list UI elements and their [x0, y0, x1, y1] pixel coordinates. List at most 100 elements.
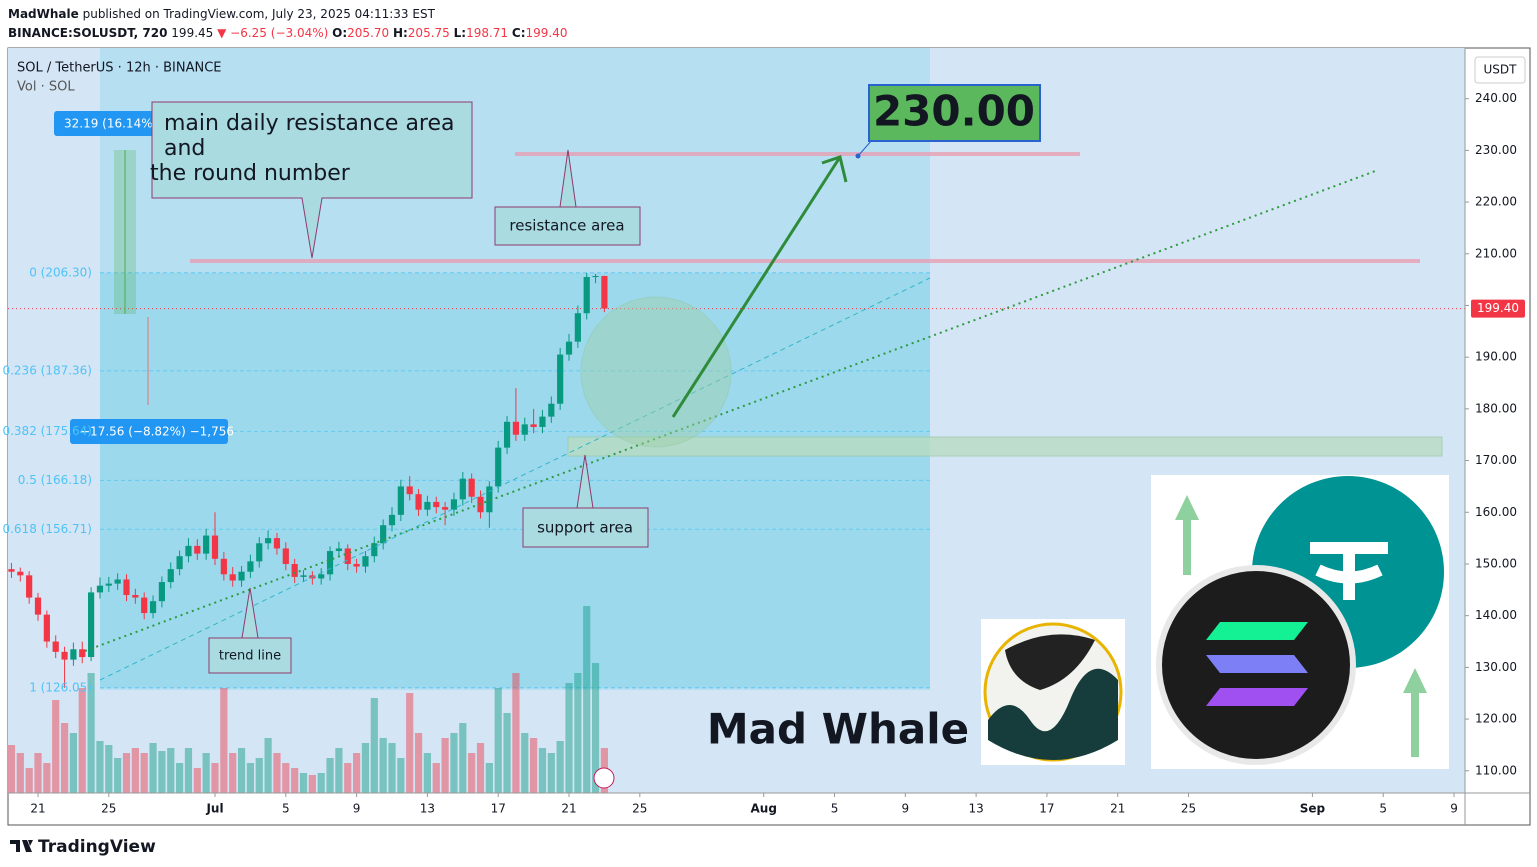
volume-bar	[335, 748, 343, 793]
volume-bar	[96, 741, 104, 793]
up-arrow	[1175, 495, 1199, 575]
volume-bar	[308, 775, 316, 793]
x-tick-label: 17	[491, 802, 506, 816]
ohlc-value: 205.70	[347, 26, 389, 40]
event-icon	[593, 767, 615, 789]
published: published on TradingView.com, July 23, 2…	[83, 7, 436, 21]
volume-bar	[326, 758, 334, 793]
target-link	[857, 139, 873, 157]
candle-body	[539, 416, 546, 427]
candle-body	[149, 601, 157, 614]
volume-bar	[140, 753, 148, 793]
x-tick-label: 25	[632, 802, 647, 816]
volume-bar	[167, 748, 175, 793]
symbol: BINANCE:SOLUSDT, 720	[8, 26, 167, 40]
solana-bar	[1206, 622, 1308, 640]
channel-line	[99, 277, 931, 681]
volume-bar	[503, 713, 511, 793]
ohlc-key: L:	[454, 26, 466, 40]
x-tick-label: 9	[901, 802, 909, 816]
footer-brand: TradingView	[38, 837, 156, 857]
candle-body	[265, 538, 272, 544]
volume-bar	[344, 763, 352, 793]
solana-bar	[1206, 655, 1308, 673]
candle-body	[114, 579, 121, 584]
candle-body	[406, 486, 413, 495]
y-tick-label: 170.00	[1475, 453, 1517, 467]
callout	[208, 587, 292, 674]
x-tick-label: Jul	[205, 802, 223, 816]
volume-bar	[52, 700, 60, 793]
x-tick-label: 5	[831, 802, 839, 816]
candle-body	[380, 525, 387, 544]
y-tick-label: 190.00	[1475, 350, 1517, 364]
volume-bar	[69, 733, 78, 793]
candle-body	[397, 486, 404, 515]
y-tick-label: 120.00	[1475, 712, 1517, 726]
candle-body	[256, 543, 263, 562]
ohlc-key: C:	[512, 26, 526, 40]
candle-body	[96, 585, 104, 593]
candle-body	[583, 277, 590, 314]
volume-bar	[361, 743, 370, 793]
candle-body	[415, 494, 422, 510]
candle-body	[503, 421, 511, 448]
candle-body	[194, 545, 201, 554]
volume-bar	[565, 683, 573, 793]
target-box	[868, 84, 1041, 142]
x-tick-label: 5	[282, 802, 290, 816]
measure-area	[114, 150, 136, 314]
up-arrow	[1403, 668, 1427, 757]
volume-bar	[16, 753, 24, 793]
y-tick-label: 230.00	[1475, 143, 1517, 157]
candle-body	[601, 275, 608, 309]
volume-bar	[211, 763, 219, 793]
candle-body	[450, 499, 458, 510]
volume-bar	[229, 753, 237, 793]
volume-bar	[521, 733, 529, 793]
candle-body	[521, 424, 528, 435]
volume-bar	[574, 673, 582, 793]
fib-label: 0.618 (156.71)	[2, 522, 92, 536]
x-tick-label: 9	[1450, 802, 1458, 816]
x-tick-label: Aug	[751, 802, 777, 816]
logo-wave	[988, 668, 1118, 760]
volume-bar	[468, 753, 476, 793]
focus-circle	[580, 296, 732, 448]
volume-bar	[176, 763, 184, 793]
candle-body	[362, 556, 369, 567]
measure-text: −17.56 (−8.82%) −1,756	[80, 425, 234, 439]
x-tick-label: 21	[561, 802, 576, 816]
volume-bar	[220, 688, 228, 793]
candle-body	[52, 641, 59, 652]
volume-bar	[114, 758, 122, 793]
ohlc-value: 199.40	[526, 26, 568, 40]
currency: USDT	[1484, 63, 1518, 77]
volume-bar	[379, 738, 387, 793]
x-tick-label: 25	[101, 802, 116, 816]
volume-bar	[397, 758, 405, 793]
volume-bar	[414, 733, 423, 793]
candle-body	[442, 507, 449, 510]
callout-text: trend line	[219, 649, 281, 664]
candle-body	[176, 556, 183, 570]
candle-body	[468, 478, 475, 497]
volume-bar	[494, 688, 502, 793]
volume-bar	[485, 763, 493, 793]
volume-bar	[291, 768, 299, 793]
fib-label: 0.382 (175.64)	[2, 424, 92, 438]
candle-body	[229, 574, 236, 581]
candle-body	[70, 649, 77, 660]
volume-bar	[450, 733, 458, 793]
x-tick-label: 9	[353, 802, 361, 816]
candle-body	[353, 563, 360, 567]
candle-body	[459, 478, 466, 500]
volume-bar	[25, 768, 33, 793]
volume-bar	[583, 606, 591, 793]
volume-bar	[591, 663, 600, 793]
volume-bar	[317, 773, 325, 793]
volume-bar	[547, 753, 555, 793]
volume-bar	[512, 673, 520, 793]
volume-bar	[255, 758, 263, 793]
